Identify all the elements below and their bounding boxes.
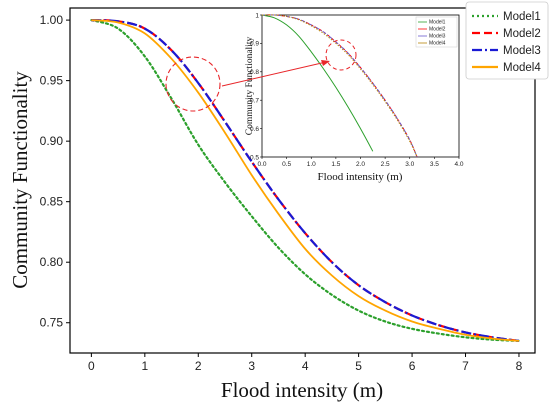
inset-x-tick-label: 3.0 [405, 161, 414, 168]
x-tick-label: 6 [409, 359, 416, 373]
inset-y-tick-label: 0.8 [250, 69, 259, 76]
legend-label-model4: Model4 [503, 62, 541, 74]
inset-x-tick-label: 1.5 [331, 161, 340, 168]
inset-legend-label-model4: Model4 [429, 41, 446, 47]
legend-box [465, 1, 549, 80]
inset-y-tick-label: 1 [255, 12, 259, 19]
inset-y-axis-title: Community Functionality [245, 37, 255, 136]
legend-label-model2: Model2 [503, 28, 541, 40]
y-tick-label: 0.90 [40, 134, 64, 148]
zoom-arrow [221, 61, 327, 87]
x-tick-label: 4 [302, 359, 309, 373]
x-axis-ticks: 0 1 2 3 4 5 6 7 8 [88, 353, 523, 373]
x-tick-label: 1 [141, 359, 148, 373]
y-tick-label: 0.95 [40, 74, 64, 88]
inset-x-tick-label: 0.5 [282, 161, 291, 168]
inset-y-tick-label: 0.5 [250, 154, 259, 161]
x-tick-label: 3 [248, 359, 255, 373]
zoom-circle-inset [325, 39, 357, 71]
inset-series-layer [261, 14, 418, 158]
series-line-model3 [91, 19, 520, 342]
inset-x-tick-label: 4.0 [454, 161, 463, 168]
inset-legend-label-model3: Model3 [429, 34, 446, 40]
x-tick-label: 5 [355, 359, 362, 373]
inset-y-tick-label: 0.9 [250, 41, 259, 48]
x-tick-label: 7 [462, 359, 469, 373]
x-tick-label: 2 [195, 359, 202, 373]
series-line-model4 [91, 19, 520, 342]
inset-legend-label-model1: Model1 [429, 20, 446, 26]
legend-label-model3: Model3 [503, 45, 541, 57]
series-line-model1 [90, 19, 521, 342]
y-tick-label: 0.80 [40, 255, 64, 269]
inset-y-tick-label: 0.6 [250, 126, 259, 133]
y-tick-label: 0.85 [40, 195, 64, 209]
inset-series-line-model1 [261, 14, 374, 152]
inset-x-tick-label: 1.0 [307, 161, 316, 168]
legend-label-model1: Model1 [503, 11, 541, 23]
inset-x-tick-label: 2.0 [356, 161, 365, 168]
inset-x-tick-label: 2.5 [381, 161, 390, 168]
inset-x-axis-title: Flood intensity (m) [318, 171, 403, 183]
inset-y-tick-label: 0.7 [250, 98, 259, 105]
zoom-circle-main [165, 56, 221, 112]
x-axis-title: Flood intensity (m) [221, 378, 383, 402]
y-axis-title: Community Functionality [8, 71, 32, 289]
inset-series-line-model4 [261, 14, 418, 158]
inset-legend-label-model2: Model2 [429, 27, 446, 33]
zoom-arrow-head [321, 60, 330, 66]
y-tick-label: 0.75 [40, 316, 64, 330]
inset-x-tick-label: 3.5 [430, 161, 439, 168]
x-tick-label: 8 [516, 359, 523, 373]
inset-x-tick-label: 0.0 [257, 161, 266, 168]
legend: Model1 Model2 Model3 Model4 [465, 1, 549, 80]
y-axis-ticks: 0.75 0.80 0.85 0.90 0.95 1.00 [40, 13, 70, 330]
series-layer [90, 19, 521, 342]
inset-series-line-model3 [261, 14, 418, 158]
inset-ticks: 0.0 0.5 1.0 1.5 2.0 2.5 3.0 3.5 4.00.50.60.70.80… [250, 12, 464, 168]
x-tick-label: 0 [88, 359, 95, 373]
inset-chart: 0.0 0.5 1.0 1.5 2.0 2.5 3.0 3.5 4.00.50.60.70.80… [245, 12, 464, 183]
y-tick-label: 1.00 [40, 13, 64, 27]
